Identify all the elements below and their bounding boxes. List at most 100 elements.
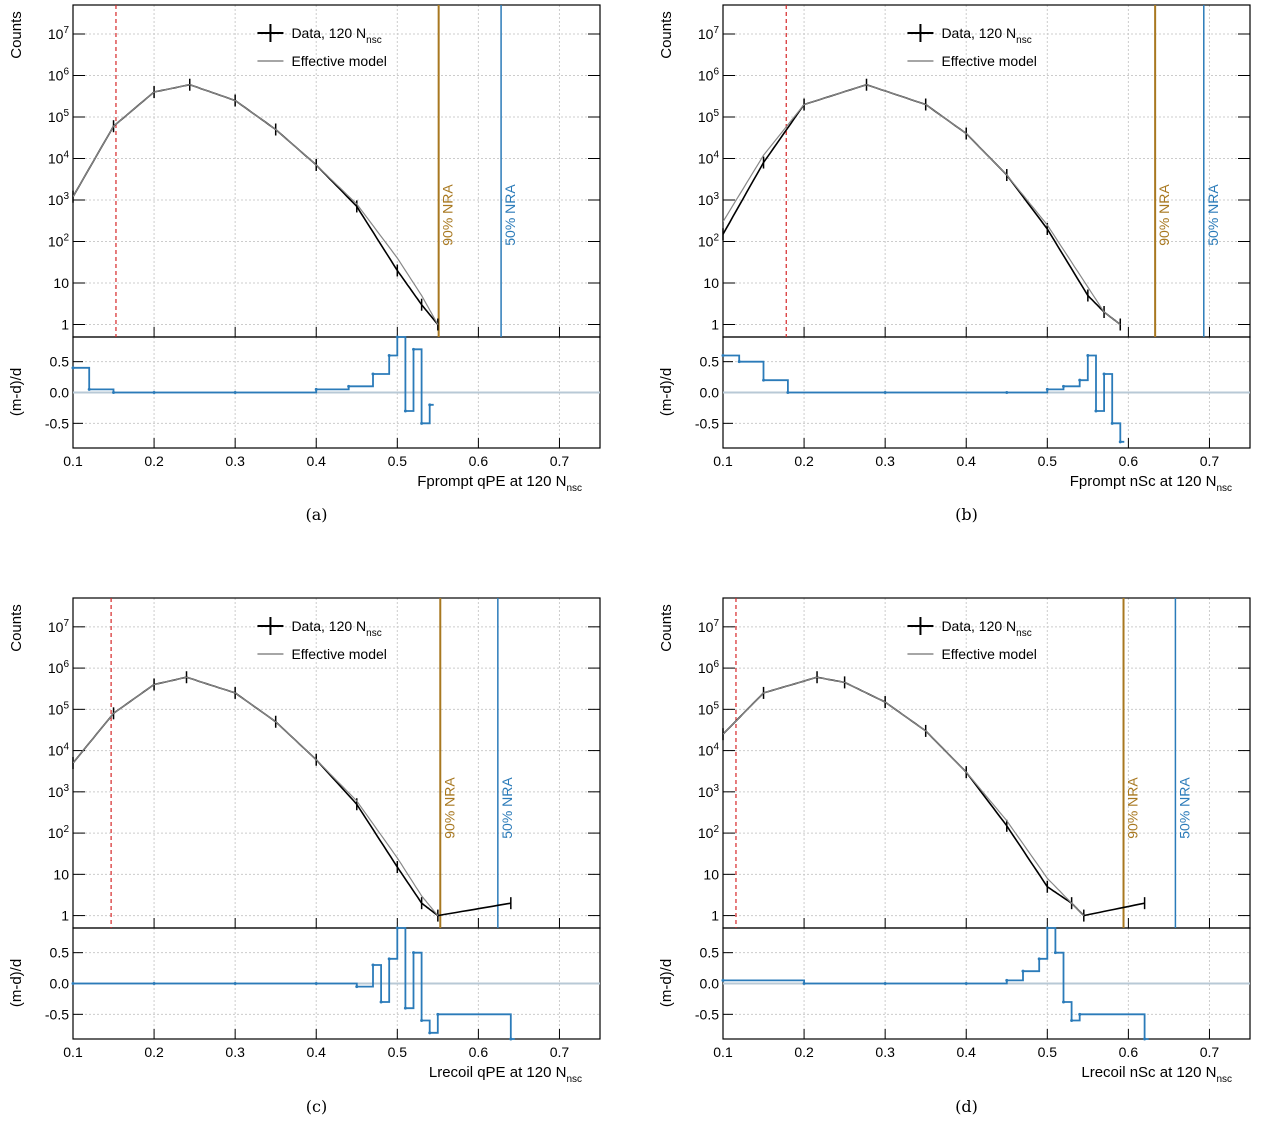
y-tick-label: 10 xyxy=(703,275,719,291)
ratio-y-tick-label: 0.0 xyxy=(50,976,70,992)
ratio-series-line xyxy=(73,336,434,425)
ratio-y-tick-label: -0.5 xyxy=(45,415,69,431)
y-tick-label: 1 xyxy=(61,317,69,333)
ratio-point xyxy=(371,372,375,376)
x-tick-label: 0.5 xyxy=(1038,1044,1058,1060)
nra90-label: 90% NRA xyxy=(1125,777,1141,839)
legend-data-label: Data, 120 Nnsc xyxy=(941,25,1031,46)
ratio-point xyxy=(1110,421,1114,425)
data-series-line xyxy=(73,83,439,326)
ratio-point xyxy=(412,951,416,955)
x-tick-label: 0.5 xyxy=(1038,453,1058,469)
ratio-point xyxy=(509,1037,513,1041)
x-axis-title: Lrecoil qPE at 120 Nnsc xyxy=(429,1064,582,1085)
nra50-label: 50% NRA xyxy=(502,184,518,246)
ratio-point xyxy=(1062,1000,1066,1004)
ratio-point xyxy=(395,926,399,930)
ratio-y-tick-label: 0.0 xyxy=(50,385,70,401)
ratio-y-tick-label: 0.5 xyxy=(700,945,720,961)
x-tick-label: 0.6 xyxy=(469,1044,489,1060)
y-axis-title: Counts xyxy=(8,604,25,652)
panel-caption: (c) xyxy=(306,1097,327,1116)
ratio-point xyxy=(420,421,424,425)
ratio-y-tick-label: 0.5 xyxy=(50,945,70,961)
ratio-y-tick-label: 0.5 xyxy=(50,354,70,370)
y-tick-label: 107 xyxy=(698,25,720,42)
y-tick-label: 103 xyxy=(698,191,720,208)
ratio-point xyxy=(737,360,741,364)
ratio-point xyxy=(355,985,359,989)
ratio-point xyxy=(71,366,75,370)
data-series-line xyxy=(723,676,1145,917)
y-tick-label: 102 xyxy=(48,824,70,841)
nra50-label: 50% NRA xyxy=(499,777,515,839)
ratio-point xyxy=(1143,1037,1147,1041)
nra90-label: 90% NRA xyxy=(1156,184,1172,246)
legend-data-label: Data, 120 Nnsc xyxy=(291,25,381,46)
x-tick-label: 0.1 xyxy=(713,453,733,469)
x-tick-label: 0.3 xyxy=(875,453,895,469)
chart-panel-d: 0.1 0.2 0.3 0.4 0.5 0.6 0.7 1 10 102 103 104 105 106 1… xyxy=(658,597,1251,1116)
ratio-point xyxy=(883,982,887,985)
ratio-point xyxy=(152,391,156,394)
x-tick-label: 0.2 xyxy=(144,1044,164,1060)
y-tick-label: 1 xyxy=(61,908,69,924)
y-tick-label: 106 xyxy=(48,659,70,676)
model-series-line xyxy=(73,84,439,325)
ratio-point xyxy=(786,391,790,394)
legend-model-label: Effective model xyxy=(941,646,1036,662)
ratio-point xyxy=(762,378,766,382)
ratio-point xyxy=(1118,440,1122,444)
x-tick-label: 0.7 xyxy=(1200,453,1220,469)
ratio-point xyxy=(1062,384,1066,388)
x-tick-label: 0.7 xyxy=(1200,1044,1220,1060)
x-tick-label: 0.2 xyxy=(794,1044,814,1060)
y-tick-label: 106 xyxy=(698,659,720,676)
y-tick-label: 102 xyxy=(698,824,720,841)
ratio-point xyxy=(428,403,432,407)
x-tick-label: 0.3 xyxy=(225,453,245,469)
x-tick-label: 0.4 xyxy=(956,453,976,469)
model-series-line xyxy=(73,676,439,916)
y-tick-label: 1 xyxy=(711,908,719,924)
ratio-point xyxy=(1005,391,1009,394)
ratio-point xyxy=(1005,978,1009,982)
ratio-series-line xyxy=(723,927,1149,1040)
panel-caption: (a) xyxy=(305,505,327,524)
legend-data-label: Data, 120 Nnsc xyxy=(941,618,1031,639)
y-tick-label: 104 xyxy=(48,742,70,759)
panel-caption: (d) xyxy=(955,1097,978,1116)
model-series-line xyxy=(723,84,1121,325)
nra50-label: 50% NRA xyxy=(1205,184,1221,246)
ratio-point xyxy=(721,978,725,982)
data-series-line xyxy=(723,83,1121,326)
x-axis-title: Lrecoil nSc at 120 Nnsc xyxy=(1081,1064,1232,1085)
ratio-point xyxy=(436,1012,440,1016)
y-tick-label: 107 xyxy=(698,618,720,635)
y-axis-title: Counts xyxy=(8,11,25,59)
ratio-point xyxy=(87,387,91,391)
ratio-point xyxy=(395,335,399,339)
ratio-y-tick-label: -0.5 xyxy=(45,1006,69,1022)
ratio-point xyxy=(964,982,968,985)
ratio-point xyxy=(387,354,391,357)
y-tick-label: 107 xyxy=(48,25,70,42)
x-tick-label: 0.4 xyxy=(306,1044,326,1060)
legend-data-label: Data, 120 Nnsc xyxy=(291,618,381,639)
ratio-point xyxy=(71,982,75,985)
x-axis-title: Fprompt nSc at 120 Nnsc xyxy=(1070,473,1232,494)
x-tick-label: 0.1 xyxy=(713,1044,733,1060)
ratio-point xyxy=(412,347,416,351)
legend-model-label: Effective model xyxy=(291,646,386,662)
ratio-point xyxy=(1021,969,1025,973)
model-series-line xyxy=(723,676,1085,917)
ratio-point xyxy=(112,391,116,394)
ratio-point xyxy=(314,982,318,985)
x-tick-label: 0.7 xyxy=(550,1044,570,1060)
y-tick-label: 106 xyxy=(48,67,70,84)
chart-panel-c: 0.1 0.2 0.3 0.4 0.5 0.6 0.7 1 10 102 103 104 105 106 1… xyxy=(8,597,601,1116)
ratio-y-tick-label: -0.5 xyxy=(695,1006,719,1022)
y-tick-label: 104 xyxy=(698,150,720,167)
y-axis-title: Counts xyxy=(658,11,675,59)
ratio-point xyxy=(1094,409,1098,413)
